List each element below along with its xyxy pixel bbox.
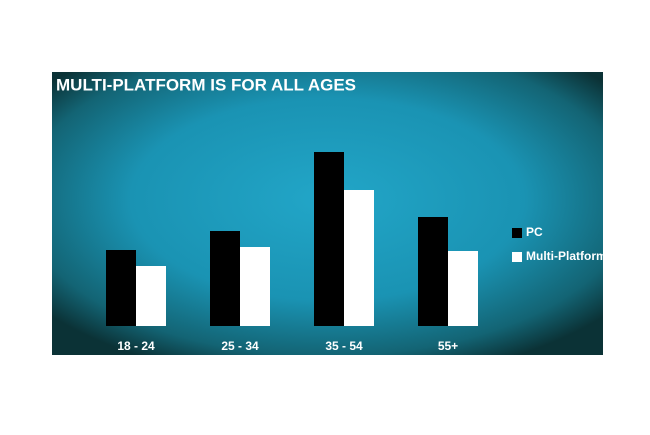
legend-swatch [512,252,522,262]
bar [448,251,478,326]
bar [210,231,240,326]
bar [106,250,136,326]
x-tick-label: 35 - 54 [325,339,363,353]
legend-swatch [512,228,522,238]
chart-title: MULTI-PLATFORM IS FOR ALL AGES [56,75,356,94]
legend-label: Multi-Platform [526,249,607,263]
bar [314,152,344,326]
bar [418,217,448,326]
x-tick-label: 25 - 34 [221,339,259,353]
x-tick-label: 55+ [438,339,458,353]
bar [240,247,270,326]
x-tick-label: 18 - 24 [117,339,155,353]
bar [344,190,374,326]
bar [136,266,166,326]
legend-label: PC [526,225,543,239]
